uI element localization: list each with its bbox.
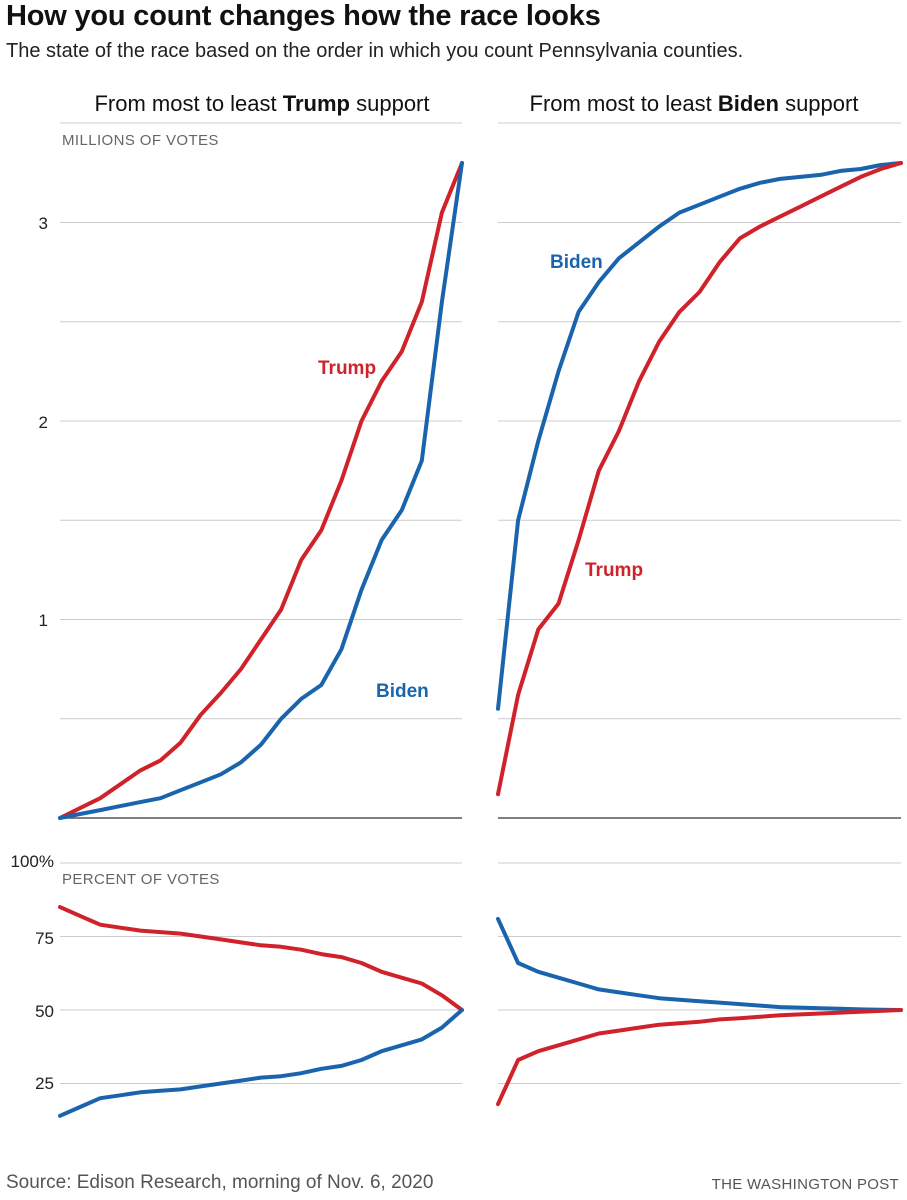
y-tick-label-50: 50 (35, 1002, 54, 1021)
biden-label-left: Biden (376, 681, 429, 702)
chart-subtitle: The state of the race based on the order… (6, 40, 744, 62)
trump-line-top-left (58, 161, 464, 820)
right-panel-title-prefix: From most to least (530, 91, 718, 116)
left-panel-title-prefix: From most to least (94, 91, 282, 116)
bottom-section-label: PERCENT OF VOTES (62, 871, 220, 888)
biden-line-top-left (58, 161, 464, 820)
trump-line-bottom-right (496, 1008, 903, 1107)
chart-title: How you count changes how the race looks (6, 0, 601, 32)
trump-line-top-right (496, 161, 903, 797)
publisher-credit: THE WASHINGTON POST (711, 1176, 899, 1193)
y-tick-label-1: 1 (39, 611, 48, 630)
y-tick-label-75: 75 (35, 929, 54, 948)
left-panel-title: From most to least Trump support (94, 91, 429, 116)
y-tick-label-100: 100% (11, 852, 54, 871)
y-tick-label-2: 2 (39, 413, 48, 432)
chart-canvas: From most to least Trump support From mo… (11, 91, 903, 1118)
trump-label-right: Trump (585, 560, 643, 581)
trump-label-left: Trump (318, 358, 376, 379)
right-panel-title: From most to least Biden support (530, 91, 859, 116)
top-section-label: MILLIONS OF VOTES (62, 132, 219, 149)
data-lines (58, 161, 903, 1118)
y-tick-label-3: 3 (39, 214, 48, 233)
y-tick-label-25: 25 (35, 1074, 54, 1093)
trump-line-bottom-left (58, 905, 464, 1012)
biden-line-bottom-right (496, 916, 903, 1012)
right-panel-title-bold: Biden (718, 91, 779, 116)
biden-line-bottom-left (58, 1008, 464, 1118)
gridlines (60, 122, 901, 1084)
left-panel-title-bold: Trump (283, 91, 350, 116)
biden-line-top-right (496, 161, 903, 711)
source-note: Source: Edison Research, morning of Nov.… (6, 1172, 434, 1193)
left-panel-title-suffix: support (350, 91, 430, 116)
right-panel-title-suffix: support (779, 91, 859, 116)
biden-label-right: Biden (550, 252, 603, 273)
